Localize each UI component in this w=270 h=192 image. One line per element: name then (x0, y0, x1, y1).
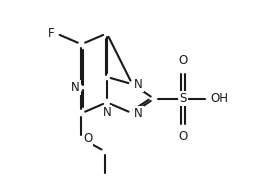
Text: N: N (134, 78, 143, 91)
Text: N: N (103, 106, 111, 119)
Text: F: F (48, 27, 54, 40)
Text: O: O (178, 131, 188, 143)
Text: OH: OH (210, 92, 228, 105)
Text: O: O (178, 54, 188, 67)
Text: S: S (180, 92, 187, 105)
Text: N: N (134, 107, 143, 120)
Text: N: N (71, 81, 80, 94)
Text: O: O (83, 132, 93, 145)
